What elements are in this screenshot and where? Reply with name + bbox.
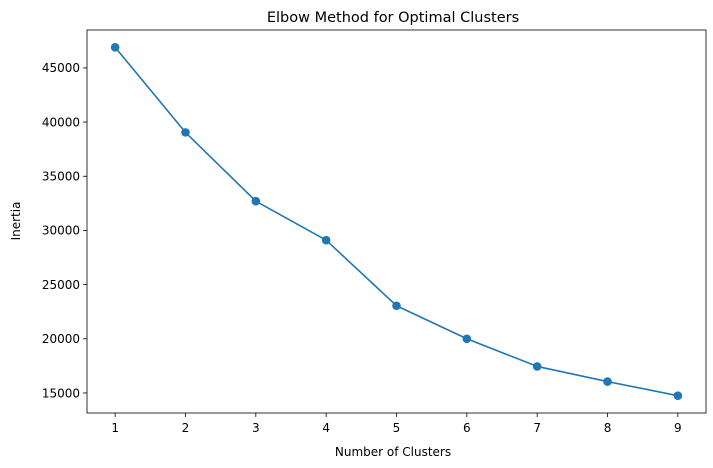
data-point <box>603 377 612 386</box>
chart-title: Elbow Method for Optimal Clusters <box>267 10 519 26</box>
y-tick-label: 40000 <box>42 115 80 129</box>
plot-background <box>87 30 706 413</box>
x-axis-ticks: 1 2 3 4 5 6 7 8 9 <box>111 413 682 435</box>
y-axis-label: Inertia <box>9 202 23 241</box>
y-tick-label: 35000 <box>42 170 80 184</box>
x-axis-label: Number of Clusters <box>335 445 451 459</box>
x-tick-label: 1 <box>111 421 119 435</box>
data-point <box>181 128 190 137</box>
y-tick-label: 15000 <box>42 386 80 400</box>
y-axis-ticks: 15000 20000 25000 30000 35000 40000 45000 <box>42 61 87 400</box>
x-tick-label: 7 <box>533 421 541 435</box>
x-tick-label: 8 <box>604 421 612 435</box>
x-tick-label: 6 <box>463 421 471 435</box>
data-point <box>673 391 683 400</box>
y-tick-label: 20000 <box>42 332 80 346</box>
y-tick-label: 25000 <box>42 278 80 292</box>
y-tick-label: 45000 <box>42 61 80 75</box>
plot-area <box>87 30 706 413</box>
series-layer <box>110 43 683 400</box>
plot-frame <box>86 29 707 414</box>
data-point <box>110 43 120 52</box>
data-point <box>251 196 261 206</box>
data-point <box>462 334 472 344</box>
x-tick-label: 2 <box>182 421 190 435</box>
data-point <box>321 235 331 245</box>
data-point <box>532 362 542 371</box>
x-tick-label: 5 <box>393 421 401 435</box>
x-tick-label: 4 <box>322 421 330 435</box>
x-tick-label: 9 <box>674 421 682 435</box>
data-point <box>392 301 401 311</box>
y-tick-label: 30000 <box>42 224 80 238</box>
x-tick-label: 3 <box>252 421 260 435</box>
